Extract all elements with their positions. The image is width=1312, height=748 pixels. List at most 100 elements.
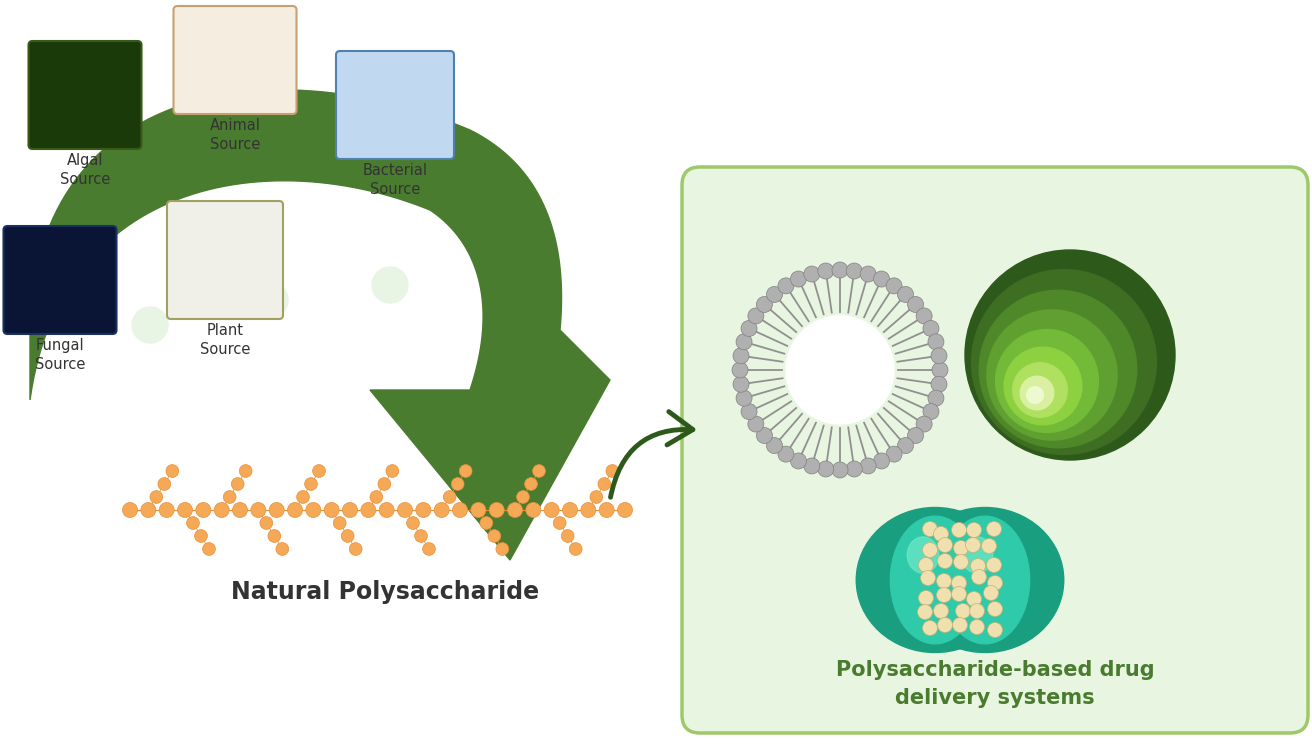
- Text: Natural Polysaccharide: Natural Polysaccharide: [231, 580, 539, 604]
- Circle shape: [333, 517, 346, 530]
- Circle shape: [757, 428, 773, 444]
- Circle shape: [214, 503, 230, 518]
- Circle shape: [422, 542, 436, 555]
- Circle shape: [186, 517, 199, 530]
- Circle shape: [934, 527, 949, 542]
- Circle shape: [938, 554, 953, 568]
- Circle shape: [786, 316, 893, 424]
- Circle shape: [874, 453, 890, 469]
- Circle shape: [489, 503, 504, 518]
- Text: Plant
Source: Plant Source: [199, 323, 251, 357]
- Polygon shape: [30, 90, 610, 560]
- Circle shape: [966, 538, 980, 553]
- FancyBboxPatch shape: [167, 201, 283, 319]
- Circle shape: [916, 416, 932, 432]
- Circle shape: [951, 586, 967, 601]
- Circle shape: [733, 348, 749, 364]
- Circle shape: [988, 601, 1002, 616]
- Circle shape: [150, 491, 163, 503]
- Circle shape: [955, 604, 971, 619]
- Circle shape: [297, 491, 310, 503]
- Circle shape: [757, 296, 773, 313]
- Circle shape: [981, 539, 997, 554]
- Circle shape: [194, 530, 207, 542]
- Circle shape: [554, 517, 565, 530]
- Circle shape: [157, 478, 171, 491]
- Circle shape: [133, 307, 168, 343]
- Circle shape: [443, 491, 457, 503]
- Circle shape: [979, 290, 1136, 448]
- Circle shape: [937, 587, 951, 602]
- Circle shape: [932, 348, 947, 364]
- Circle shape: [370, 491, 383, 503]
- Circle shape: [971, 559, 985, 574]
- Ellipse shape: [907, 507, 1064, 652]
- Circle shape: [987, 557, 1001, 572]
- Circle shape: [544, 503, 559, 518]
- FancyBboxPatch shape: [4, 226, 117, 334]
- Circle shape: [378, 478, 391, 491]
- FancyArrowPatch shape: [610, 411, 693, 497]
- Circle shape: [165, 465, 178, 477]
- FancyBboxPatch shape: [173, 6, 297, 114]
- Circle shape: [804, 458, 820, 474]
- Circle shape: [988, 622, 1002, 637]
- Circle shape: [459, 465, 472, 477]
- Circle shape: [312, 465, 325, 477]
- Circle shape: [736, 390, 752, 406]
- Circle shape: [996, 330, 1098, 432]
- Text: Bacterial
Source: Bacterial Source: [362, 163, 428, 197]
- Circle shape: [195, 503, 211, 518]
- Circle shape: [987, 521, 1001, 536]
- Circle shape: [373, 267, 408, 303]
- Circle shape: [967, 592, 981, 607]
- Circle shape: [908, 296, 924, 313]
- Circle shape: [846, 461, 862, 477]
- Circle shape: [341, 530, 354, 542]
- Circle shape: [951, 575, 967, 590]
- Circle shape: [488, 530, 501, 542]
- Circle shape: [598, 478, 610, 491]
- Circle shape: [517, 491, 529, 503]
- Circle shape: [1004, 347, 1082, 425]
- Circle shape: [251, 503, 266, 518]
- Text: Polysaccharide-based drug
delivery systems: Polysaccharide-based drug delivery syste…: [836, 660, 1155, 708]
- Circle shape: [736, 334, 752, 350]
- Circle shape: [533, 465, 546, 477]
- Circle shape: [1013, 363, 1067, 417]
- Circle shape: [988, 575, 1002, 590]
- Circle shape: [932, 362, 949, 378]
- FancyBboxPatch shape: [29, 41, 142, 149]
- Circle shape: [600, 503, 614, 518]
- Circle shape: [260, 517, 273, 530]
- Circle shape: [324, 503, 340, 518]
- Circle shape: [569, 542, 583, 555]
- Circle shape: [937, 574, 951, 589]
- Circle shape: [562, 530, 575, 542]
- Circle shape: [916, 308, 932, 324]
- Circle shape: [972, 269, 1156, 454]
- Circle shape: [922, 621, 938, 636]
- Circle shape: [451, 478, 464, 491]
- Circle shape: [526, 503, 541, 518]
- Circle shape: [232, 503, 248, 518]
- Circle shape: [954, 541, 968, 556]
- Circle shape: [268, 530, 281, 542]
- Text: Algal
Source: Algal Source: [60, 153, 110, 186]
- Circle shape: [342, 503, 357, 518]
- Circle shape: [938, 538, 953, 553]
- Circle shape: [386, 465, 399, 477]
- Circle shape: [790, 453, 807, 469]
- Circle shape: [202, 542, 215, 555]
- Circle shape: [953, 618, 967, 633]
- Circle shape: [415, 530, 428, 542]
- Circle shape: [778, 446, 794, 462]
- Circle shape: [231, 478, 244, 491]
- Circle shape: [732, 362, 748, 378]
- Circle shape: [970, 619, 984, 634]
- Text: Fungal
Source: Fungal Source: [35, 338, 85, 372]
- Circle shape: [606, 465, 619, 477]
- Circle shape: [817, 461, 833, 477]
- Circle shape: [508, 503, 522, 518]
- Circle shape: [928, 334, 943, 350]
